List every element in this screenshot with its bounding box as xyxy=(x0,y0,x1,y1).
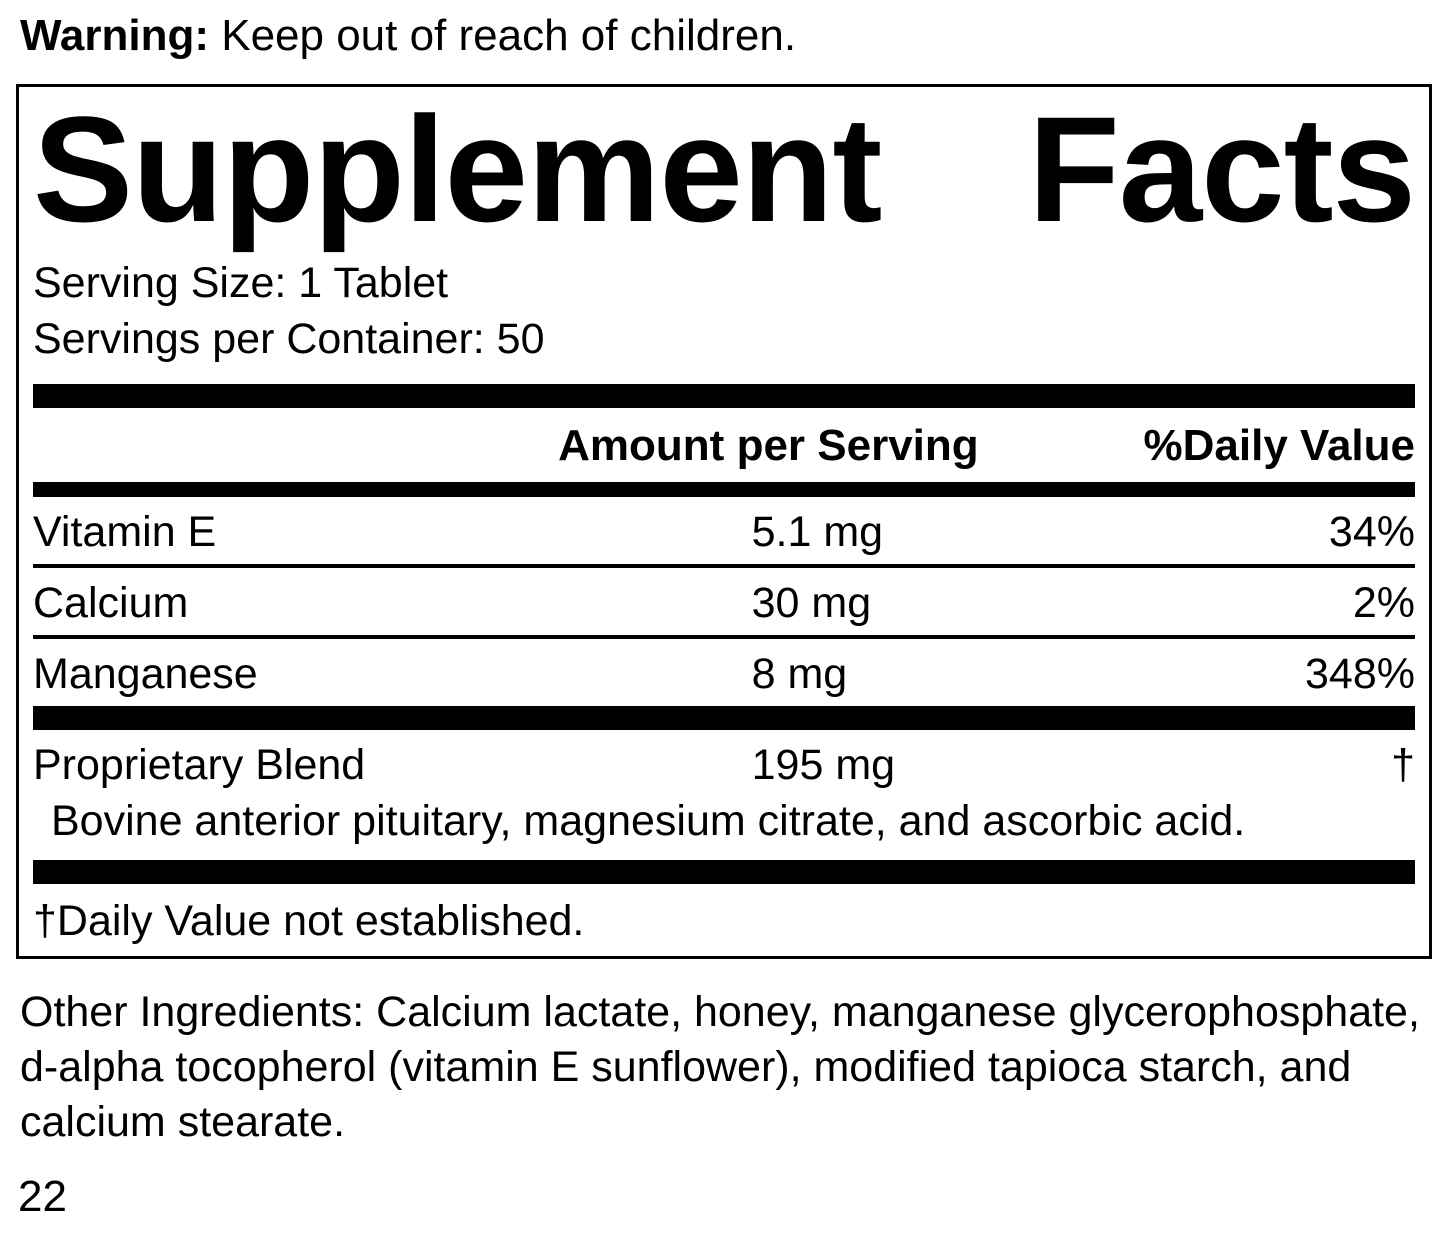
nutrient-daily-value: 2% xyxy=(1352,579,1415,628)
nutrient-daily-value: 34% xyxy=(1328,508,1415,557)
servings-per-container-line: Servings per Container: 50 xyxy=(33,315,545,364)
nutrient-row-vitamin-e: Vitamin E 5.1 mg 34% xyxy=(33,497,1415,564)
nutrient-amount: 8 mg xyxy=(751,650,848,699)
nutrient-row-calcium: Calcium 30 mg 2% xyxy=(33,564,1415,635)
warning-label: Warning: xyxy=(20,11,209,60)
blend-description: Bovine anterior pituitary, magnesium cit… xyxy=(51,797,1246,846)
warning-line: Warning: Keep out of reach of children. xyxy=(20,11,1432,60)
nutrient-row-manganese: Manganese 8 mg 348% xyxy=(33,635,1415,706)
title-word-facts: Facts xyxy=(1028,85,1416,254)
blend-name: Proprietary Blend xyxy=(33,741,366,790)
daily-value-footnote: †Daily Value not established. xyxy=(33,896,585,945)
nutrient-name: Vitamin E xyxy=(33,508,217,557)
daily-value-header: %Daily Value xyxy=(1143,421,1415,471)
proprietary-blend-row: Proprietary Blend 195 mg † xyxy=(33,730,1415,797)
nutrient-daily-value: 348% xyxy=(1305,650,1415,699)
divider-bar-header xyxy=(33,482,1415,498)
blend-daily-value-dagger: † xyxy=(1391,741,1415,790)
nutrient-amount: 30 mg xyxy=(751,579,872,628)
page-number: 22 xyxy=(18,1171,67,1221)
nutrient-amount: 5.1 mg xyxy=(751,508,884,557)
nutrient-rows: Vitamin E 5.1 mg 34% Calcium 30 mg 2% Ma… xyxy=(33,497,1415,706)
supplement-facts-panel: Supplement Facts Serving Size: 1 Tablet … xyxy=(16,84,1432,959)
warning-text: Keep out of reach of children. xyxy=(209,11,797,60)
amount-per-serving-header: Amount per Serving xyxy=(558,421,979,471)
panel-title: Supplement Facts xyxy=(33,85,1416,254)
other-ingredients-paragraph: Other Ingredients: Calcium lactate, hone… xyxy=(20,987,1420,1146)
blend-amount: 195 mg xyxy=(751,741,896,790)
divider-bar-blend xyxy=(33,706,1415,731)
divider-bar-footnote xyxy=(33,859,1415,884)
nutrient-name: Manganese xyxy=(33,650,258,699)
nutrient-name: Calcium xyxy=(33,579,189,628)
title-word-supplement: Supplement xyxy=(33,85,882,254)
divider-bar-top xyxy=(33,384,1415,409)
serving-size-line: Serving Size: 1 Tablet xyxy=(33,259,449,308)
table-header-row: Amount per Serving %Daily Value xyxy=(33,408,1415,482)
